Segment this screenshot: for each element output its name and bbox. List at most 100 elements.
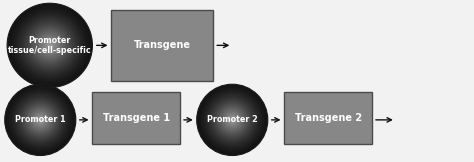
Ellipse shape xyxy=(21,100,60,139)
Ellipse shape xyxy=(221,109,243,131)
Ellipse shape xyxy=(225,113,239,127)
Ellipse shape xyxy=(12,91,69,148)
Ellipse shape xyxy=(21,17,78,73)
Ellipse shape xyxy=(220,108,244,132)
Ellipse shape xyxy=(204,91,261,148)
Ellipse shape xyxy=(208,96,256,144)
Ellipse shape xyxy=(10,6,90,85)
Ellipse shape xyxy=(26,22,74,69)
Ellipse shape xyxy=(221,109,244,131)
Ellipse shape xyxy=(20,17,79,74)
Ellipse shape xyxy=(37,33,62,57)
Ellipse shape xyxy=(211,98,254,141)
Ellipse shape xyxy=(36,32,63,59)
Ellipse shape xyxy=(215,103,249,137)
Ellipse shape xyxy=(201,88,264,151)
Ellipse shape xyxy=(218,105,247,135)
Ellipse shape xyxy=(30,26,69,64)
Ellipse shape xyxy=(19,99,61,141)
Ellipse shape xyxy=(5,85,75,155)
Ellipse shape xyxy=(219,107,246,133)
Ellipse shape xyxy=(46,41,54,50)
Ellipse shape xyxy=(18,98,62,142)
Ellipse shape xyxy=(197,84,268,156)
Ellipse shape xyxy=(49,45,50,46)
Ellipse shape xyxy=(32,28,67,63)
Ellipse shape xyxy=(207,94,258,145)
Ellipse shape xyxy=(16,12,83,78)
Ellipse shape xyxy=(23,19,76,71)
Ellipse shape xyxy=(43,39,56,52)
Ellipse shape xyxy=(230,118,234,122)
Ellipse shape xyxy=(210,98,254,142)
Ellipse shape xyxy=(224,112,240,128)
Ellipse shape xyxy=(36,115,45,125)
FancyBboxPatch shape xyxy=(92,92,180,144)
Ellipse shape xyxy=(18,97,63,142)
Ellipse shape xyxy=(46,42,53,49)
FancyBboxPatch shape xyxy=(111,10,213,81)
Ellipse shape xyxy=(8,87,73,153)
Ellipse shape xyxy=(223,111,241,129)
Ellipse shape xyxy=(197,85,267,155)
Ellipse shape xyxy=(11,91,69,149)
Ellipse shape xyxy=(40,119,41,121)
Ellipse shape xyxy=(206,93,259,147)
Ellipse shape xyxy=(40,36,59,54)
Ellipse shape xyxy=(15,94,66,145)
Ellipse shape xyxy=(14,94,66,146)
Ellipse shape xyxy=(14,93,67,147)
Ellipse shape xyxy=(200,87,265,153)
Ellipse shape xyxy=(222,110,242,130)
Ellipse shape xyxy=(26,22,73,69)
Ellipse shape xyxy=(11,90,70,150)
Ellipse shape xyxy=(33,113,47,127)
Ellipse shape xyxy=(41,37,58,54)
Ellipse shape xyxy=(30,109,51,131)
Ellipse shape xyxy=(31,27,68,64)
Ellipse shape xyxy=(207,95,257,145)
Ellipse shape xyxy=(20,16,80,75)
Ellipse shape xyxy=(217,104,247,135)
Ellipse shape xyxy=(33,112,48,128)
Ellipse shape xyxy=(25,104,56,135)
Ellipse shape xyxy=(47,43,52,47)
Ellipse shape xyxy=(202,90,262,150)
Text: Transgene 2: Transgene 2 xyxy=(295,113,362,123)
Ellipse shape xyxy=(211,99,253,141)
Ellipse shape xyxy=(33,29,67,62)
Ellipse shape xyxy=(226,114,238,126)
Ellipse shape xyxy=(203,91,261,149)
Ellipse shape xyxy=(16,96,64,144)
Ellipse shape xyxy=(29,25,70,66)
Ellipse shape xyxy=(28,24,71,66)
Ellipse shape xyxy=(29,109,52,131)
Ellipse shape xyxy=(7,3,92,87)
Ellipse shape xyxy=(212,100,252,140)
Ellipse shape xyxy=(37,117,43,123)
Ellipse shape xyxy=(230,117,235,122)
Ellipse shape xyxy=(23,103,57,137)
Ellipse shape xyxy=(26,106,55,134)
Ellipse shape xyxy=(26,105,55,135)
Ellipse shape xyxy=(6,85,75,154)
Text: Promoter 2: Promoter 2 xyxy=(207,115,258,124)
Ellipse shape xyxy=(16,95,65,145)
Ellipse shape xyxy=(227,115,237,125)
Ellipse shape xyxy=(19,15,80,75)
Ellipse shape xyxy=(31,110,50,129)
Ellipse shape xyxy=(205,93,259,147)
Ellipse shape xyxy=(209,97,255,143)
Ellipse shape xyxy=(13,10,86,81)
Ellipse shape xyxy=(35,114,46,126)
Ellipse shape xyxy=(214,102,250,138)
Ellipse shape xyxy=(229,117,235,123)
FancyBboxPatch shape xyxy=(284,92,372,144)
Ellipse shape xyxy=(24,20,75,71)
Ellipse shape xyxy=(38,34,61,57)
Ellipse shape xyxy=(214,101,251,138)
Ellipse shape xyxy=(35,115,46,125)
Ellipse shape xyxy=(213,100,252,139)
Ellipse shape xyxy=(201,89,263,151)
Ellipse shape xyxy=(16,12,84,79)
